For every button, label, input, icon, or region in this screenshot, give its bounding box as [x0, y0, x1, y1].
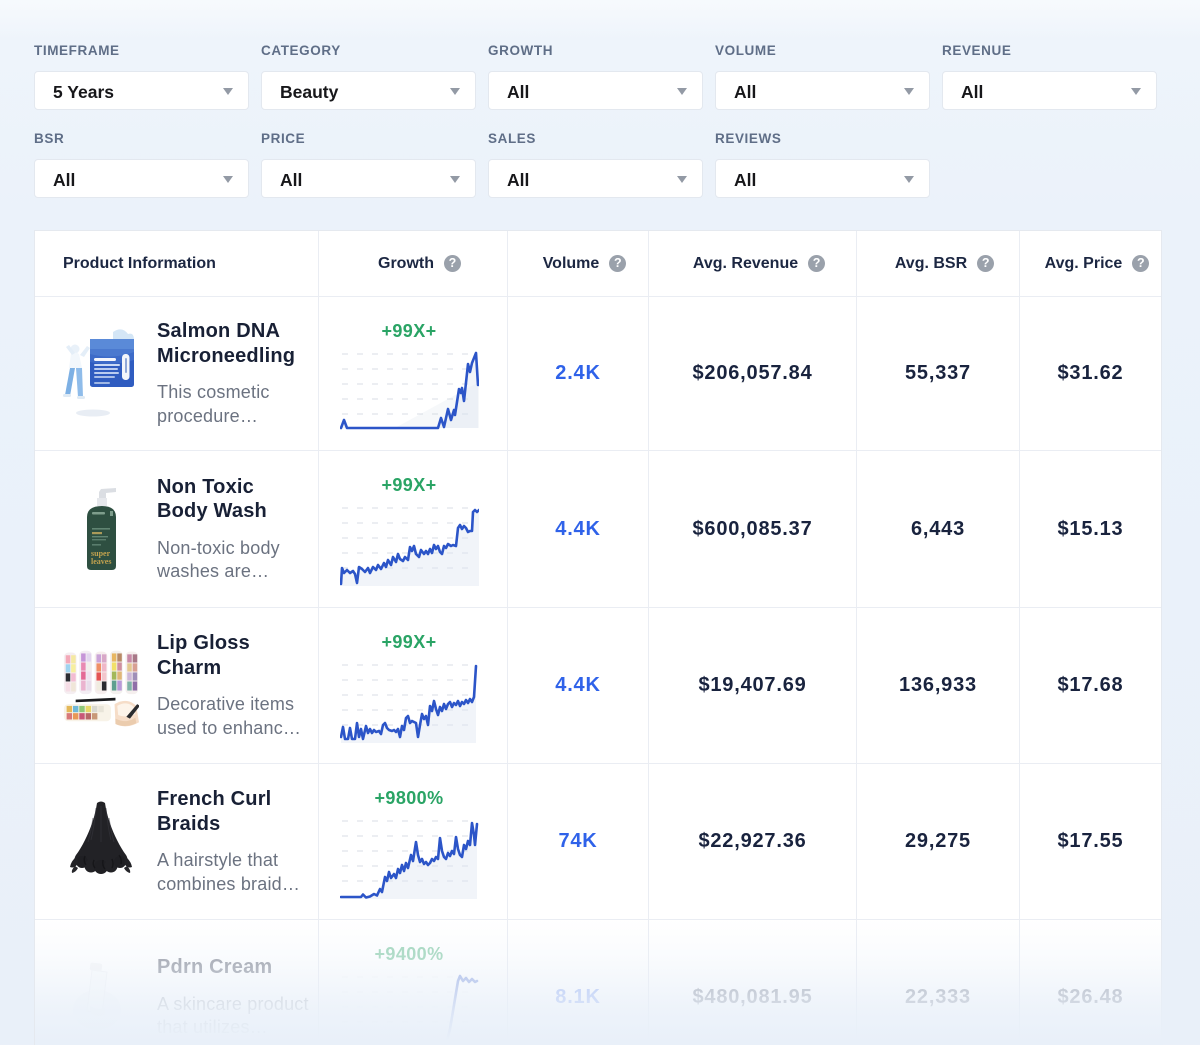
- svg-text:leaves: leaves: [91, 557, 111, 566]
- svg-text:super: super: [91, 549, 111, 558]
